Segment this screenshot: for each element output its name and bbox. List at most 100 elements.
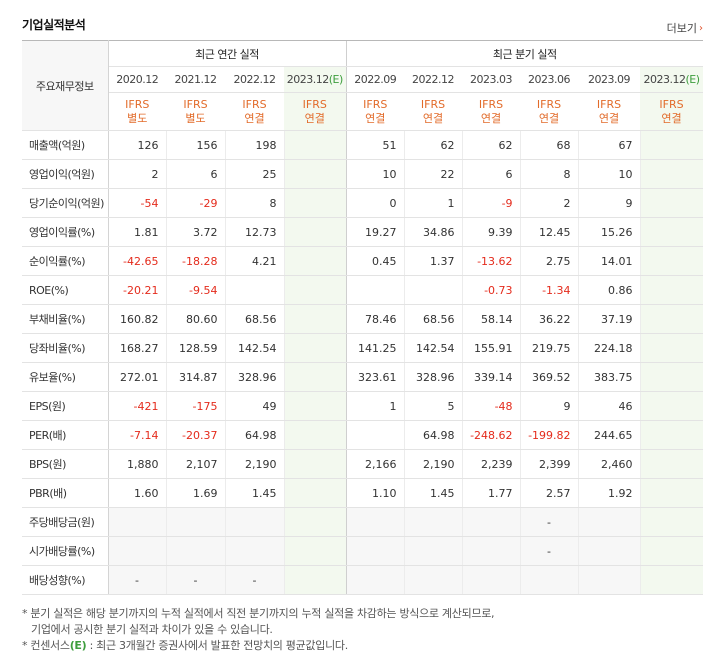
table-cell: -9 — [461, 188, 521, 218]
table-cell: 78.46 — [345, 304, 405, 334]
table-cell — [165, 536, 225, 566]
period-header: 2022.12 — [225, 66, 284, 93]
table-cell: 22 — [403, 159, 463, 189]
financial-summary-table: 주요재무정보 최근 연간 실적 최근 분기 실적 2020.12 2021.12 2… — [22, 40, 704, 595]
table-cell: 64.98 — [403, 420, 463, 450]
table-cell: -20.37 — [165, 420, 225, 450]
table-cell — [345, 420, 405, 450]
table-cell — [283, 478, 347, 508]
table-cell: -29 — [165, 188, 225, 218]
table-cell — [283, 217, 347, 247]
table-cell: 1.77 — [461, 478, 521, 508]
table-row: ROE(%) -20.21 -9.54 -0.73 -1.34 0.86 — [22, 275, 704, 305]
table-cell: -9.54 — [165, 275, 225, 305]
table-cell — [577, 565, 641, 595]
table-row: BPS(원) 1,880 2,107 2,190 2,166 2,190 2,239 2,39… — [22, 449, 704, 479]
table-cell: 2.75 — [519, 246, 579, 276]
table-cell: 10 — [577, 159, 641, 189]
period-header: 2023.09 — [578, 66, 641, 93]
table-cell: 272.01 — [107, 362, 166, 392]
annual-group-header: 최근 연간 실적 — [108, 40, 347, 67]
table-cell — [283, 304, 347, 334]
more-label: 더보기 — [666, 22, 697, 35]
row-label: 순이익률(%) — [22, 246, 109, 276]
footnote-2: * 컨센서스(E) : 최근 3개월간 증권사에서 발표한 전망치의 평균값입니… — [22, 639, 348, 652]
table-cell: 1.60 — [107, 478, 166, 508]
table-cell: 62 — [403, 130, 463, 160]
accounting-standard: IFRS 연결 — [578, 92, 641, 131]
accounting-scope: 연결 — [365, 111, 386, 125]
period-label: 2023.09 — [588, 73, 631, 86]
table-cell — [639, 159, 704, 189]
table-cell: -18.28 — [165, 246, 225, 276]
table-cell — [283, 507, 347, 537]
accounting-standard-name: IFRS — [596, 97, 622, 111]
table-cell: -1.34 — [519, 275, 579, 305]
accounting-standard-name: IFRS — [420, 97, 446, 111]
table-row: 당기순이익(억원) -54 -29 8 0 1 -9 2 9 — [22, 188, 704, 218]
period-header: 2021.12 — [166, 66, 225, 93]
period-label: 2022.12 — [233, 73, 277, 86]
more-link[interactable]: 더보기 › — [667, 20, 703, 36]
table-row: PER(배) -7.14 -20.37 64.98 64.98 -248.62 -199.8… — [22, 420, 704, 450]
table-cell — [639, 565, 704, 595]
table-cell: 14.01 — [577, 246, 641, 276]
table-cell — [461, 565, 521, 595]
table-cell — [283, 130, 347, 160]
table-cell: 37.19 — [577, 304, 641, 334]
table-cell: 160.82 — [107, 304, 166, 334]
quarter-group-header: 최근 분기 실적 — [345, 40, 704, 67]
table-cell — [577, 507, 641, 537]
table-cell: 2,107 — [165, 449, 225, 479]
accounting-standard-name: IFRS — [536, 97, 562, 111]
estimate-marker: (E) — [685, 73, 701, 86]
table-cell — [639, 449, 704, 479]
table-cell — [283, 246, 347, 276]
table-cell — [639, 478, 704, 508]
row-label: 당기순이익(억원) — [22, 188, 109, 218]
row-label: ROE(%) — [22, 275, 109, 305]
period-label: 2022.09 — [354, 73, 397, 86]
table-cell: 339.14 — [461, 362, 521, 392]
table-cell: 46 — [577, 391, 641, 421]
table-cell — [283, 275, 347, 305]
table-row: 배당성향(%) - - - — [22, 565, 704, 595]
table-cell: 12.73 — [224, 217, 284, 247]
table-cell — [107, 507, 166, 537]
table-cell: 126 — [107, 130, 166, 160]
table-cell — [283, 565, 347, 595]
row-label: BPS(원) — [22, 449, 109, 479]
table-cell — [283, 159, 347, 189]
period-header: 2022.09 — [345, 66, 405, 93]
table-cell: 219.75 — [519, 333, 579, 363]
table-cell: 328.96 — [403, 362, 463, 392]
table-cell: 67 — [577, 130, 641, 160]
table-cell — [639, 507, 704, 537]
table-cell: 2.57 — [519, 478, 579, 508]
period-header: 2023.06 — [520, 66, 579, 93]
row-label: 배당성향(%) — [22, 565, 109, 595]
row-label: PBR(배) — [22, 478, 109, 508]
table-cell: -248.62 — [461, 420, 521, 450]
table-cell: 1 — [345, 391, 405, 421]
footnote-2-prefix: 컨센서스 — [30, 639, 70, 652]
accounting-standard: IFRS 별도 — [166, 92, 225, 131]
table-cell: 1 — [403, 188, 463, 218]
table-cell: -54 — [107, 188, 166, 218]
estimate-marker: (E) — [328, 73, 344, 86]
table-cell — [639, 333, 704, 363]
accounting-scope: 연결 — [538, 111, 560, 125]
table-cell — [639, 362, 704, 392]
table-cell: 68.56 — [224, 304, 284, 334]
row-label: 영업이익(억원) — [22, 159, 109, 189]
table-cell: 9.39 — [461, 217, 521, 247]
accounting-standard: IFRS 연결 — [640, 92, 704, 131]
table-cell: 1.45 — [224, 478, 284, 508]
table-cell — [461, 507, 521, 537]
table-row: 순이익률(%) -42.65 -18.28 4.21 0.45 1.37 -13.62 2.7… — [22, 246, 704, 276]
period-header: 2022.12 — [404, 66, 463, 93]
table-cell: 1.81 — [107, 217, 166, 247]
table-cell: 156 — [165, 130, 225, 160]
row-label: 당좌비율(%) — [22, 333, 109, 363]
accounting-scope: 연결 — [661, 111, 682, 125]
